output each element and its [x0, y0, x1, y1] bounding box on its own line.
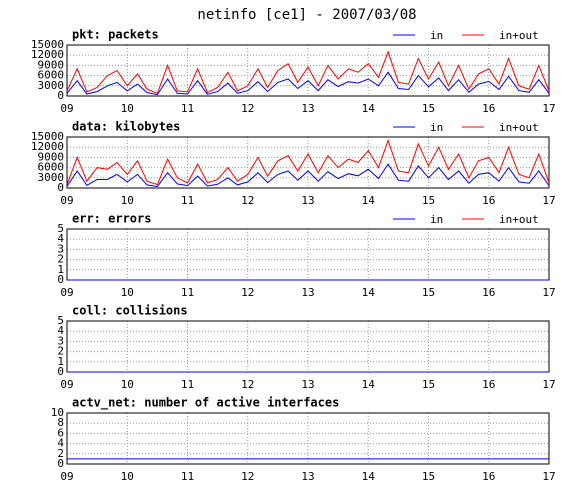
- series-line: [66, 50, 550, 94]
- series-line: [66, 138, 550, 186]
- y-tick-label: 10: [51, 406, 64, 419]
- x-tick-label: 15: [422, 102, 435, 115]
- y-tick-label: 6000: [38, 69, 65, 82]
- x-tick-label: 14: [362, 378, 376, 391]
- legend-label: in: [430, 29, 443, 42]
- legend-label: in+out: [499, 213, 539, 226]
- x-tick-label: 15: [422, 470, 435, 483]
- y-tick-label: 8: [57, 416, 64, 429]
- x-tick-label: 10: [121, 194, 134, 207]
- y-tick-label: 1: [57, 355, 64, 368]
- x-tick-label: 11: [181, 286, 194, 299]
- y-tick-label: 0: [57, 89, 64, 102]
- x-tick-label: 13: [301, 286, 314, 299]
- x-tick-label: 12: [241, 194, 254, 207]
- y-tick-label: 12000: [31, 140, 64, 153]
- y-tick-label: 4: [57, 437, 64, 450]
- x-tick-label: 13: [301, 102, 314, 115]
- y-tick-label: 3000: [38, 171, 65, 184]
- y-tick-label: 3: [57, 334, 64, 347]
- x-tick-label: 16: [482, 286, 495, 299]
- x-tick-label: 11: [181, 194, 194, 207]
- x-tick-label: 12: [241, 470, 254, 483]
- series-line: [66, 163, 550, 188]
- y-tick-label: 2: [57, 345, 64, 358]
- x-tick-label: 12: [241, 378, 254, 391]
- x-tick-label: 10: [121, 286, 134, 299]
- panel-title: err: errors: [72, 212, 151, 226]
- panel-title: actv_net: number of active interfaces: [72, 396, 339, 411]
- y-tick-label: 9000: [38, 58, 65, 71]
- x-tick-label: 09: [60, 470, 73, 483]
- y-tick-label: 0: [57, 457, 64, 470]
- x-tick-label: 17: [542, 470, 555, 483]
- x-tick-label: 15: [422, 286, 435, 299]
- y-tick-label: 0: [57, 365, 64, 378]
- x-tick-label: 10: [121, 378, 134, 391]
- x-tick-label: 09: [60, 102, 73, 115]
- y-tick-label: 2: [57, 253, 64, 266]
- x-tick-label: 12: [241, 286, 254, 299]
- y-tick-label: 4: [57, 324, 64, 337]
- panel-title: pkt: packets: [72, 28, 159, 42]
- y-tick-label: 5: [57, 314, 64, 327]
- y-tick-label: 12000: [31, 48, 64, 61]
- x-tick-label: 16: [482, 470, 495, 483]
- x-tick-label: 12: [241, 102, 254, 115]
- x-tick-label: 09: [60, 378, 73, 391]
- y-tick-label: 0: [57, 273, 64, 286]
- x-tick-label: 11: [181, 378, 194, 391]
- x-tick-label: 16: [482, 378, 495, 391]
- plot-frame: [66, 228, 550, 281]
- plot-frame: [66, 320, 550, 373]
- legend-label: in: [430, 121, 443, 134]
- series-line: [66, 71, 550, 96]
- legend-label: in: [430, 213, 443, 226]
- plot-frame: [66, 412, 550, 465]
- x-tick-label: 16: [482, 102, 495, 115]
- x-tick-label: 11: [181, 470, 194, 483]
- y-tick-label: 4: [57, 232, 64, 245]
- x-tick-label: 17: [542, 102, 555, 115]
- x-tick-label: 14: [362, 102, 376, 115]
- plot-frame: [66, 136, 550, 189]
- y-tick-label: 15000: [31, 38, 64, 51]
- y-tick-label: 6000: [38, 161, 65, 174]
- x-tick-label: 13: [301, 470, 314, 483]
- y-tick-label: 3: [57, 242, 64, 255]
- legend-label: in+out: [499, 121, 539, 134]
- y-tick-label: 2: [57, 447, 64, 460]
- x-tick-label: 17: [542, 286, 555, 299]
- x-tick-label: 10: [121, 470, 134, 483]
- x-tick-label: 16: [482, 194, 495, 207]
- y-tick-label: 3000: [38, 79, 65, 92]
- page-title: netinfo [ce1] - 2007/03/08: [197, 7, 416, 23]
- x-tick-label: 17: [542, 194, 555, 207]
- plot-frame: [66, 44, 550, 97]
- panel-title: coll: collisions: [72, 304, 188, 318]
- x-tick-label: 13: [301, 194, 314, 207]
- x-tick-label: 14: [362, 286, 376, 299]
- y-tick-label: 1: [57, 263, 64, 276]
- x-tick-label: 13: [301, 378, 314, 391]
- x-tick-label: 09: [60, 286, 73, 299]
- x-tick-label: 09: [60, 194, 73, 207]
- y-tick-label: 0: [57, 181, 64, 194]
- y-tick-label: 5: [57, 222, 64, 235]
- x-tick-label: 14: [362, 470, 376, 483]
- y-tick-label: 15000: [31, 130, 64, 143]
- y-tick-label: 6: [57, 426, 64, 439]
- x-tick-label: 15: [422, 194, 435, 207]
- x-tick-label: 11: [181, 102, 194, 115]
- x-tick-label: 14: [362, 194, 376, 207]
- x-tick-label: 10: [121, 102, 134, 115]
- panel-title: data: kilobytes: [72, 120, 180, 134]
- x-tick-label: 15: [422, 378, 435, 391]
- legend-label: in+out: [499, 29, 539, 42]
- x-tick-label: 17: [542, 378, 555, 391]
- y-tick-label: 9000: [38, 150, 65, 163]
